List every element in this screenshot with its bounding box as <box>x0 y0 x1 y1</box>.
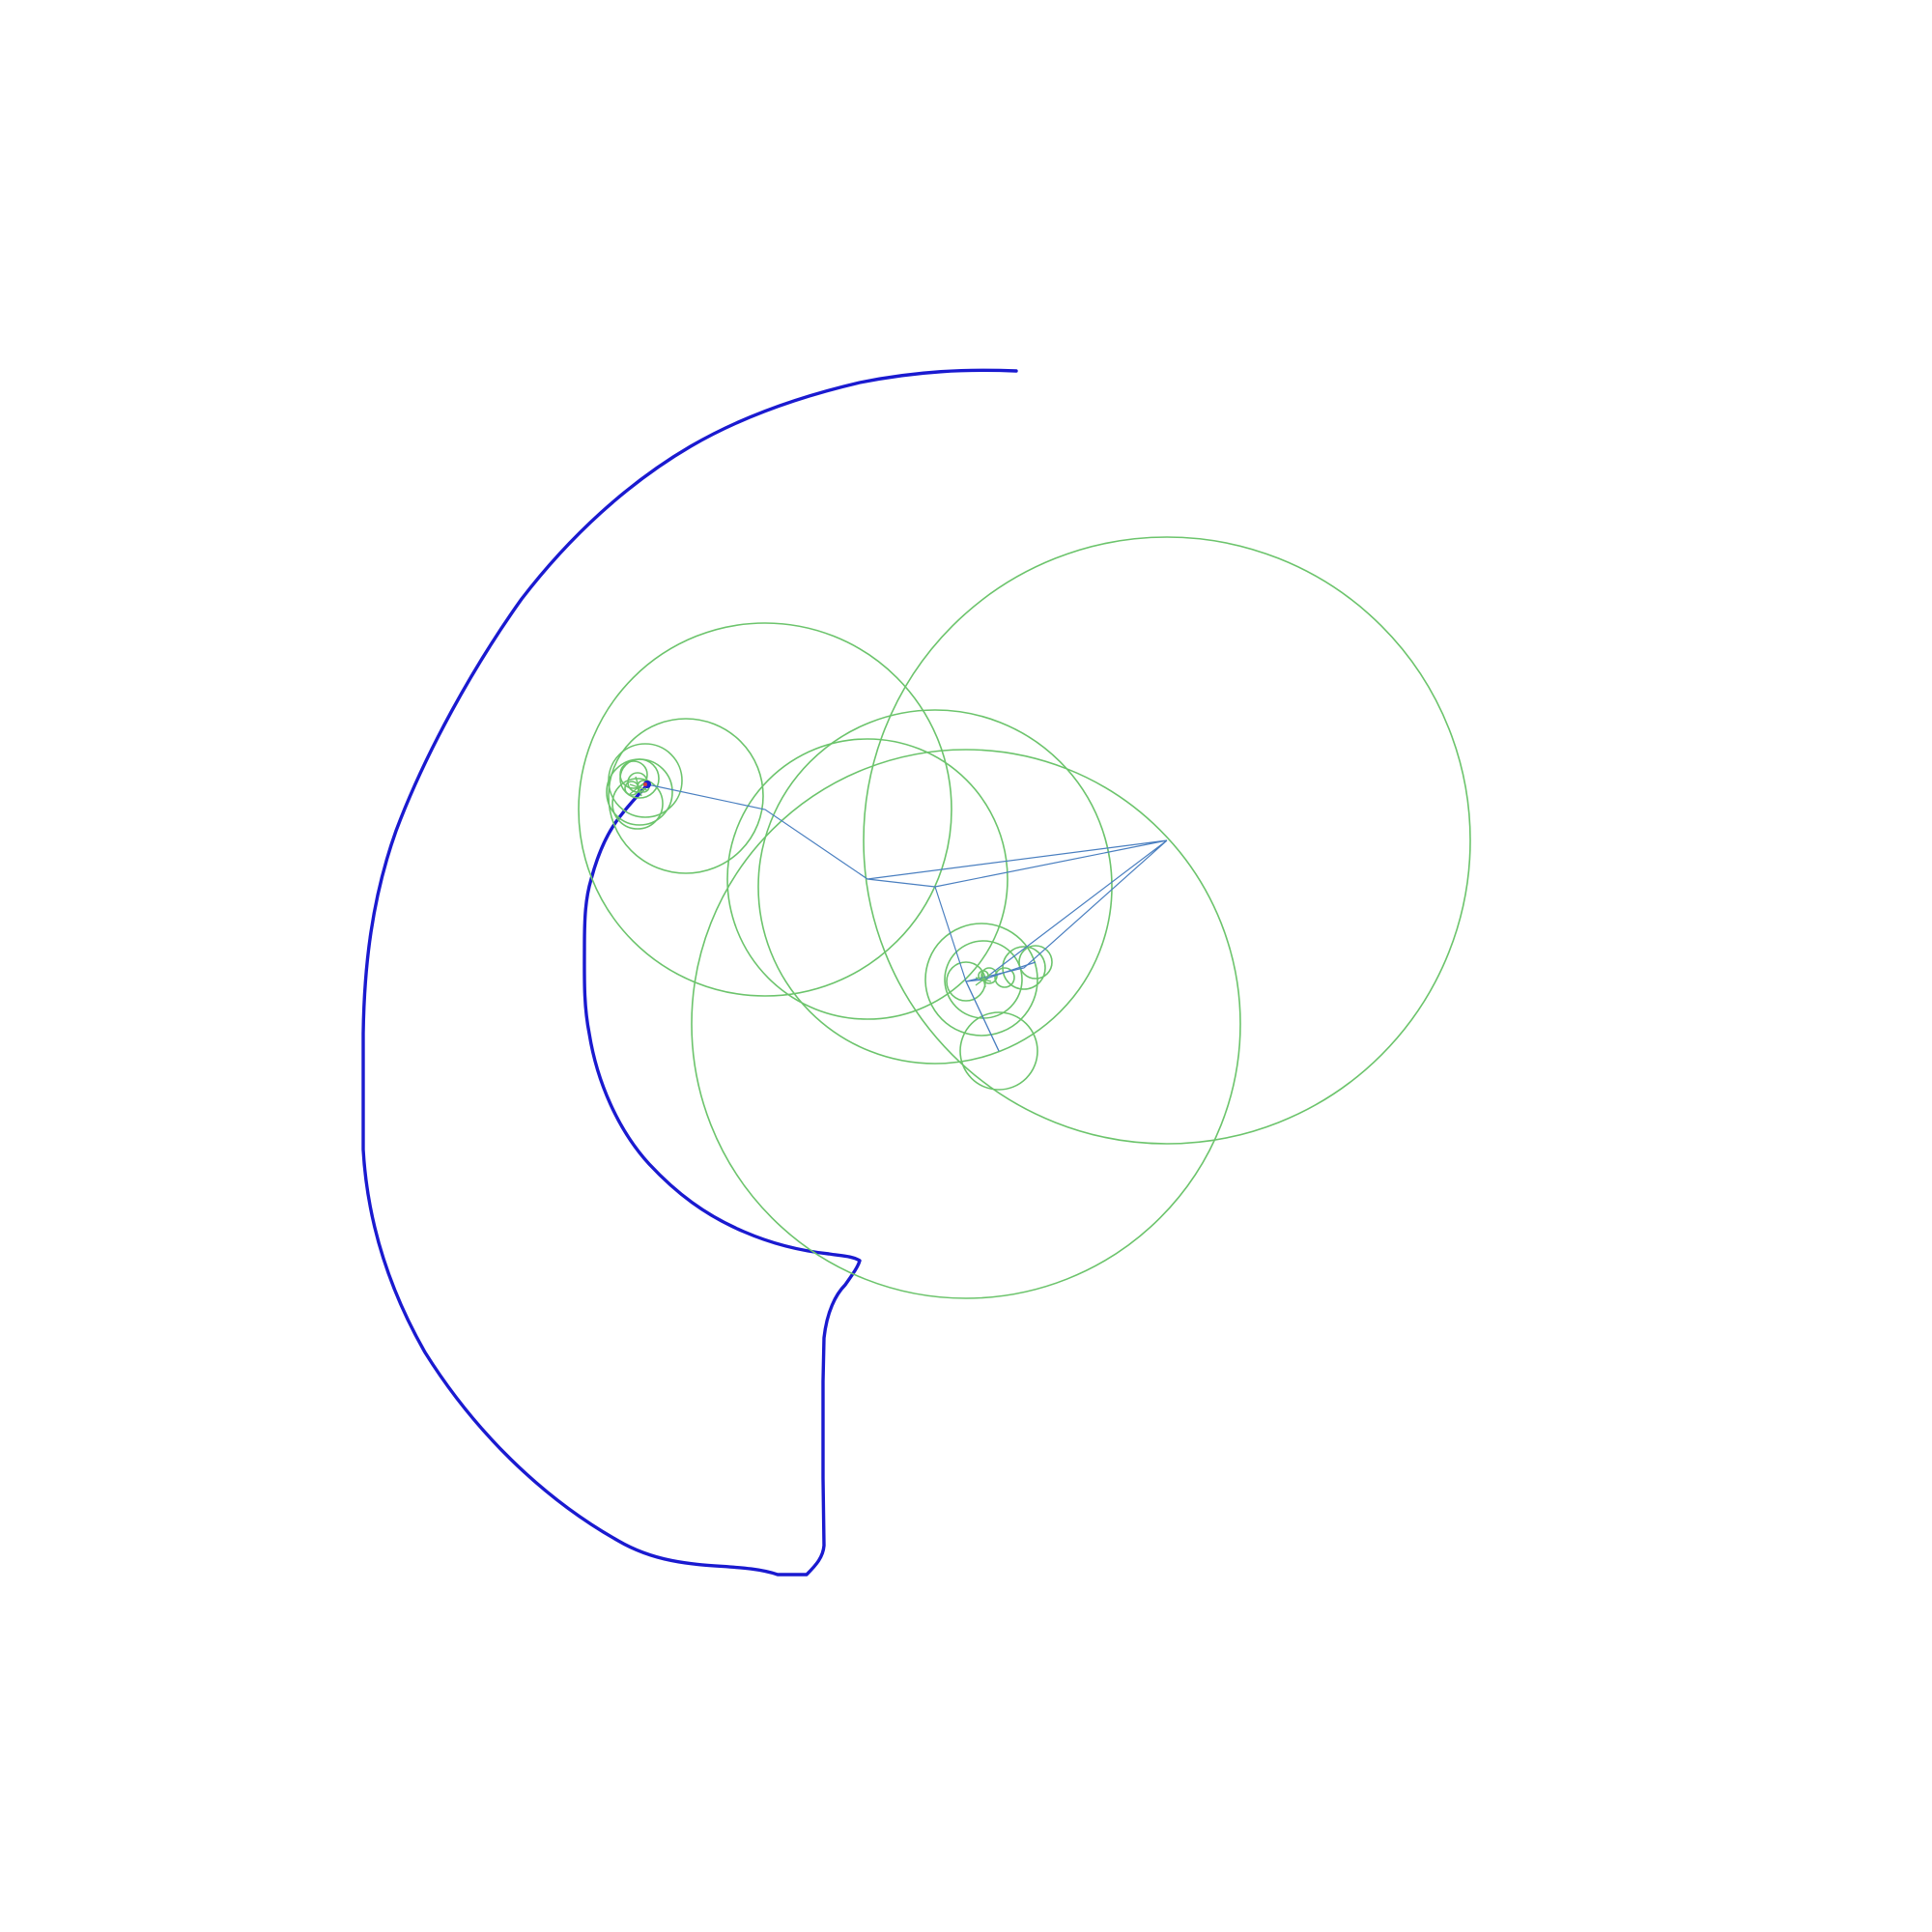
epicycle-circle-large-3 <box>578 622 952 997</box>
traced-path <box>361 368 1018 1577</box>
epicycle-circle-large-1 <box>691 749 1241 1299</box>
epicycle-circle-medium-1 <box>757 709 1113 1065</box>
epicycle-circles <box>578 536 1471 1299</box>
cluster-marker-center <box>975 969 992 988</box>
epicycle-circle-large-2 <box>863 536 1471 1145</box>
epicycle-circle-small-6 <box>1018 945 1053 980</box>
epicycle-circle-small-14 <box>619 760 648 789</box>
epicycle-circle-medium-3 <box>608 718 764 874</box>
epicycle-clusters <box>629 776 992 988</box>
pen-tip-marker <box>643 782 647 786</box>
epicycle-arm-2 <box>982 961 1037 980</box>
epicycle-circle-small-7 <box>994 967 1015 988</box>
epicycle-circle-small-12 <box>611 778 664 830</box>
epicycle-circle-small-2 <box>924 923 1038 1037</box>
epicycle-arm-1 <box>965 980 1000 1052</box>
epicycle-circle-small-4 <box>946 961 986 1002</box>
epicycle-circle-small-3 <box>959 1011 1038 1091</box>
epicycle-circle-small-8 <box>980 967 998 984</box>
epicycle-circle-medium-2 <box>726 738 1009 1020</box>
